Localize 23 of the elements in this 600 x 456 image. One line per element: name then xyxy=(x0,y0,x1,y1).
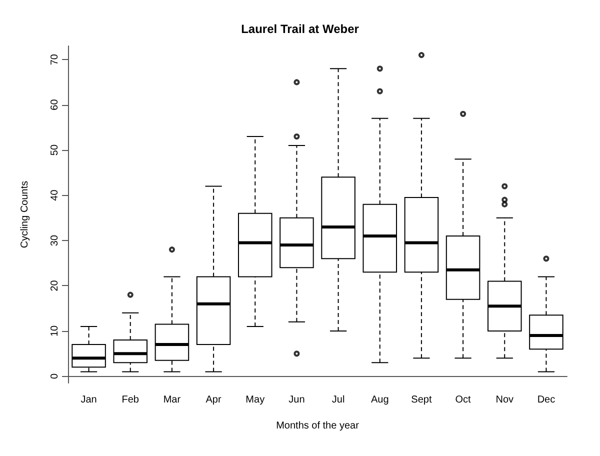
y-tick-label: 60 xyxy=(50,98,60,110)
x-tick-label: Oct xyxy=(455,394,472,406)
x-tick-label: Mar xyxy=(163,394,182,406)
y-tick-label: 40 xyxy=(50,189,60,201)
y-axis-title: Cycling Counts xyxy=(20,180,30,248)
x-tick-label: Feb xyxy=(122,394,140,406)
x-tick-label: Aug xyxy=(370,394,389,406)
x-tick-label: May xyxy=(246,394,265,406)
y-tick-label: 0 xyxy=(50,372,60,379)
x-axis-title: Months of the year xyxy=(276,420,360,432)
y-tick-label: 20 xyxy=(50,280,60,292)
x-tick-label: Apr xyxy=(206,394,222,406)
y-tick-label: 30 xyxy=(50,234,60,246)
chart-title: Laurel Trail at Weber xyxy=(241,22,360,36)
x-tick-label: Nov xyxy=(496,394,514,406)
x-tick-label: Jun xyxy=(288,394,305,406)
x-tick-label: Dec xyxy=(537,394,556,406)
y-tick-label: 70 xyxy=(50,54,60,66)
x-tick-label: Jan xyxy=(80,394,97,406)
y-tick-label: 10 xyxy=(50,324,60,337)
y-tick-label: 50 xyxy=(50,144,60,156)
x-tick-label: Sept xyxy=(411,394,432,406)
x-tick-label: Jul xyxy=(332,394,345,406)
